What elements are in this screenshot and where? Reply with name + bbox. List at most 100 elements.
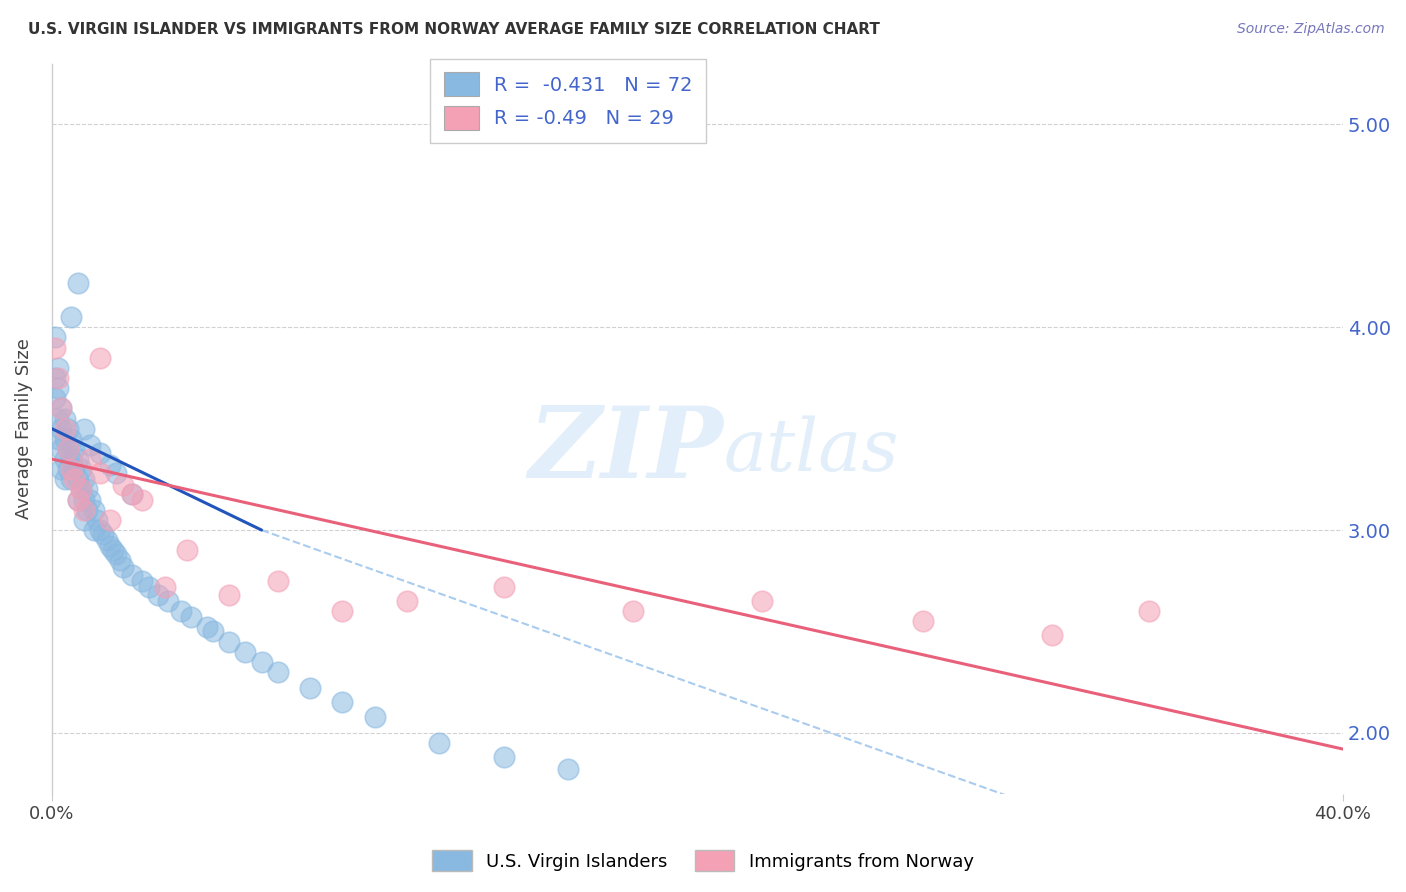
Point [51, 401, 73, 416]
Point [363, 709, 385, 723]
Point [156, 594, 179, 608]
Point [111, 559, 134, 574]
Text: atlas: atlas [723, 416, 898, 486]
Point [267, 665, 290, 679]
Point [60, 462, 83, 476]
Point [267, 574, 290, 588]
Point [101, 543, 124, 558]
Point [86, 513, 108, 527]
Point [153, 580, 176, 594]
Point [176, 543, 198, 558]
Point [69, 483, 91, 497]
Point [330, 695, 353, 709]
Point [121, 567, 143, 582]
Point [76, 502, 98, 516]
Point [1040, 628, 1063, 642]
Point [98, 458, 121, 472]
Point [131, 574, 153, 588]
Point [93, 527, 115, 541]
Point [235, 645, 257, 659]
Point [170, 604, 193, 618]
Point [98, 539, 121, 553]
Point [218, 588, 240, 602]
Point [56, 422, 79, 436]
Point [60, 432, 83, 446]
Point [79, 438, 101, 452]
Point [76, 483, 98, 497]
Point [96, 533, 118, 548]
Point [83, 502, 105, 516]
Point [89, 351, 111, 365]
Point [53, 411, 76, 425]
Point [148, 588, 170, 602]
Point [46, 381, 69, 395]
Point [89, 446, 111, 460]
Point [66, 452, 89, 467]
Point [56, 442, 79, 456]
Point [180, 610, 202, 624]
Point [105, 467, 128, 481]
Text: U.S. VIRGIN ISLANDER VS IMMIGRANTS FROM NORWAY AVERAGE FAMILY SIZE CORRELATION C: U.S. VIRGIN ISLANDER VS IMMIGRANTS FROM … [28, 22, 880, 37]
Point [621, 604, 644, 618]
Point [46, 360, 69, 375]
Text: ZIP: ZIP [529, 402, 723, 499]
Point [73, 492, 96, 507]
Point [53, 472, 76, 486]
Point [63, 472, 86, 486]
Point [89, 467, 111, 481]
Point [121, 486, 143, 500]
Point [79, 452, 101, 467]
Point [138, 580, 160, 594]
Point [751, 594, 773, 608]
Point [1137, 604, 1160, 618]
Point [218, 634, 240, 648]
Point [121, 486, 143, 500]
Point [69, 483, 91, 497]
Point [56, 462, 79, 476]
Point [83, 523, 105, 537]
Point [63, 442, 86, 456]
Point [79, 492, 101, 507]
Point [53, 432, 76, 446]
Point [60, 472, 83, 486]
Point [66, 472, 89, 486]
Legend: U.S. Virgin Islanders, Immigrants from Norway: U.S. Virgin Islanders, Immigrants from N… [425, 843, 981, 879]
Point [46, 371, 69, 385]
Point [73, 472, 96, 486]
Point [44, 330, 66, 344]
Point [111, 478, 134, 492]
Point [44, 371, 66, 385]
Point [89, 523, 111, 537]
Point [73, 422, 96, 436]
Point [427, 736, 450, 750]
Point [557, 762, 579, 776]
Point [105, 547, 128, 561]
Point [51, 442, 73, 456]
Point [108, 553, 131, 567]
Point [46, 411, 69, 425]
Point [250, 655, 273, 669]
Point [44, 391, 66, 405]
Point [60, 310, 83, 325]
Point [98, 513, 121, 527]
Point [492, 580, 515, 594]
Point [73, 502, 96, 516]
Point [912, 615, 935, 629]
Point [51, 401, 73, 416]
Point [46, 432, 69, 446]
Point [44, 341, 66, 355]
Point [66, 492, 89, 507]
Point [56, 442, 79, 456]
Legend: R =  -0.431   N = 72, R = -0.49   N = 29: R = -0.431 N = 72, R = -0.49 N = 29 [430, 59, 706, 143]
Point [69, 462, 91, 476]
Point [298, 681, 321, 696]
Point [51, 462, 73, 476]
Point [131, 492, 153, 507]
Point [395, 594, 418, 608]
Point [51, 422, 73, 436]
Point [195, 620, 218, 634]
Point [53, 452, 76, 467]
Point [60, 452, 83, 467]
Point [202, 624, 225, 639]
Text: Source: ZipAtlas.com: Source: ZipAtlas.com [1237, 22, 1385, 37]
